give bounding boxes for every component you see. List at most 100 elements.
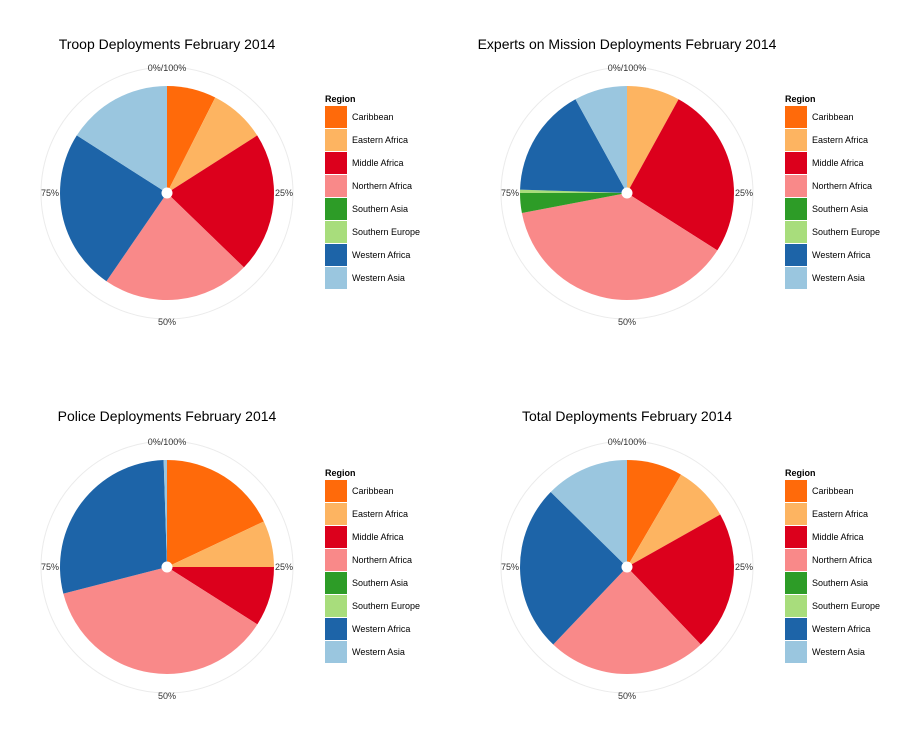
legend-swatch-middle-africa xyxy=(785,152,807,174)
pie-panel-2: Experts on Mission Deployments February … xyxy=(478,36,880,327)
pie-center-dot xyxy=(161,561,173,573)
legend-label-caribbean: Caribbean xyxy=(812,112,854,122)
chart-title: Experts on Mission Deployments February … xyxy=(478,36,777,52)
legend-label-western-africa: Western Africa xyxy=(352,624,410,634)
legend-swatch-western-africa xyxy=(785,618,807,640)
polar-guide-circle xyxy=(500,440,754,694)
slice-eastern-africa xyxy=(627,474,721,567)
legend-swatch-eastern-africa xyxy=(785,503,807,525)
legend-label-southern-asia: Southern Asia xyxy=(812,578,868,588)
tick-label: 25% xyxy=(735,562,753,572)
legend-label-middle-africa: Middle Africa xyxy=(352,158,404,168)
legend-label-western-asia: Western Asia xyxy=(352,273,405,283)
legend-label-eastern-africa: Eastern Africa xyxy=(812,509,868,519)
polar-guide-circle xyxy=(40,440,294,694)
legend-swatch-southern-europe xyxy=(785,595,807,617)
tick-label: 25% xyxy=(275,562,293,572)
legend-label-southern-asia: Southern Asia xyxy=(352,204,408,214)
tick-label: 75% xyxy=(41,562,59,572)
legend-swatch-middle-africa xyxy=(785,526,807,548)
polar-guide-circle xyxy=(40,66,294,320)
slice-western-africa xyxy=(520,491,627,645)
tick-label: 75% xyxy=(501,562,519,572)
legend-label-middle-africa: Middle Africa xyxy=(812,532,864,542)
slice-eastern-africa xyxy=(167,521,274,567)
tick-label: 25% xyxy=(275,188,293,198)
legend-label-southern-europe: Southern Europe xyxy=(812,601,880,611)
legend-label-western-africa: Western Africa xyxy=(352,250,410,260)
legend-swatch-northern-africa xyxy=(785,549,807,571)
legend-swatch-western-africa xyxy=(325,618,347,640)
legend-label-northern-africa: Northern Africa xyxy=(352,181,412,191)
legend-label-southern-europe: Southern Europe xyxy=(352,227,420,237)
legend-swatch-southern-asia xyxy=(325,198,347,220)
legend-swatch-middle-africa xyxy=(325,152,347,174)
legend-swatch-eastern-africa xyxy=(325,129,347,151)
slice-southern-asia xyxy=(520,193,627,214)
legend-label-southern-asia: Southern Asia xyxy=(812,204,868,214)
legend-title: Region xyxy=(785,94,816,104)
legend-label-western-asia: Western Asia xyxy=(352,647,405,657)
legend-swatch-western-asia xyxy=(325,641,347,663)
slice-northern-africa xyxy=(521,193,718,300)
legend-swatch-southern-asia xyxy=(325,572,347,594)
tick-label: 0%/100% xyxy=(608,437,647,447)
tick-label: 0%/100% xyxy=(608,63,647,73)
tick-label: 25% xyxy=(735,188,753,198)
slice-western-africa xyxy=(59,135,168,282)
pie-center-dot xyxy=(161,187,173,199)
tick-label: 0%/100% xyxy=(148,437,187,447)
slice-middle-africa xyxy=(627,514,735,645)
tick-label: 50% xyxy=(158,317,176,327)
legend: Region Caribbean Eastern Africa Middle Afri… xyxy=(785,94,880,289)
legend-label-western-asia: Western Asia xyxy=(812,647,865,657)
legend-label-northern-africa: Northern Africa xyxy=(812,555,872,565)
legend-label-western-africa: Western Africa xyxy=(812,624,870,634)
legend-label-southern-europe: Southern Europe xyxy=(812,227,880,237)
tick-label: 50% xyxy=(618,691,636,701)
legend-swatch-western-asia xyxy=(785,267,807,289)
slice-caribbean xyxy=(167,460,264,567)
slice-caribbean xyxy=(627,459,682,567)
chart-title: Police Deployments February 2014 xyxy=(58,408,277,424)
legend-swatch-caribbean xyxy=(325,106,347,128)
legend-title: Region xyxy=(325,468,356,478)
legend-title: Region xyxy=(325,94,356,104)
legend-swatch-eastern-africa xyxy=(325,503,347,525)
slice-northern-africa xyxy=(553,567,701,674)
legend-label-western-asia: Western Asia xyxy=(812,273,865,283)
legend: Region Caribbean Eastern Africa Middle Afri… xyxy=(785,468,880,663)
slice-northern-africa xyxy=(63,567,258,674)
chart-title: Troop Deployments February 2014 xyxy=(59,36,276,52)
slice-northern-africa xyxy=(106,193,244,301)
slice-western-asia xyxy=(76,86,167,193)
slice-middle-africa xyxy=(627,99,734,251)
legend-swatch-caribbean xyxy=(785,480,807,502)
legend-swatch-northern-africa xyxy=(325,175,347,197)
slice-western-africa xyxy=(59,460,168,594)
tick-label: 75% xyxy=(41,188,59,198)
legend-swatch-caribbean xyxy=(325,480,347,502)
tick-label: 75% xyxy=(501,188,519,198)
slice-eastern-africa xyxy=(167,97,258,193)
pie-center-dot xyxy=(621,561,633,573)
pie-panel-3: Police Deployments February 2014 0%/100% 2… xyxy=(40,408,420,701)
slice-western-asia xyxy=(163,459,167,567)
slice-caribbean xyxy=(167,86,216,193)
legend-label-southern-europe: Southern Europe xyxy=(352,601,420,611)
legend-label-western-africa: Western Africa xyxy=(812,250,870,260)
legend: Region Caribbean Eastern Africa Middle Afri… xyxy=(325,468,420,663)
pie-panel-4: Total Deployments February 2014 0%/100% 25… xyxy=(500,408,880,701)
legend-swatch-western-africa xyxy=(785,244,807,266)
legend-swatch-southern-asia xyxy=(785,198,807,220)
slice-western-asia xyxy=(575,86,627,193)
legend-swatch-western-asia xyxy=(325,267,347,289)
legend-label-middle-africa: Middle Africa xyxy=(812,158,864,168)
legend-title: Region xyxy=(785,468,816,478)
slice-eastern-africa xyxy=(627,86,679,193)
legend: Region Caribbean Eastern Africa Middle Afri… xyxy=(325,94,420,289)
legend-label-eastern-africa: Eastern Africa xyxy=(352,509,408,519)
legend-swatch-northern-africa xyxy=(325,549,347,571)
legend-swatch-northern-africa xyxy=(785,175,807,197)
